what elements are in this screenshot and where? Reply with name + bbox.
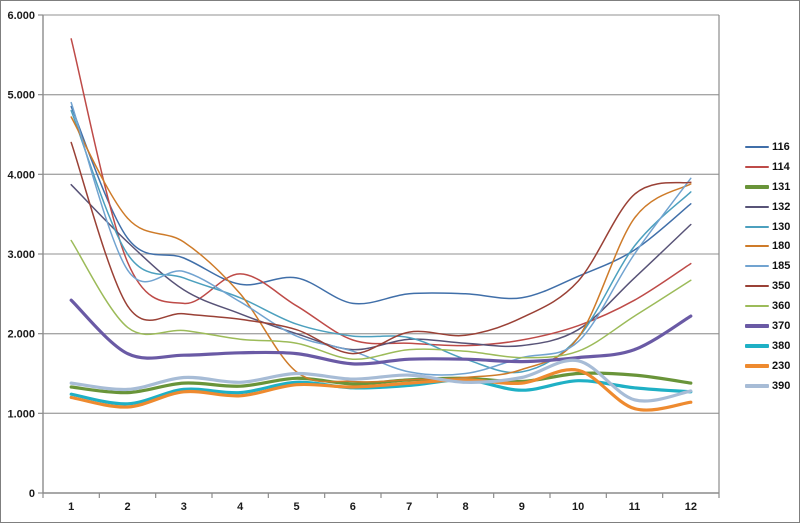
legend-item-116: 116 [745, 137, 790, 157]
legend-swatch-131 [745, 184, 769, 189]
legend-item-230: 230 [745, 356, 790, 376]
chart-legend: 116 114 131 132 130 180 185 350 360 370 380 230 390 [745, 137, 790, 396]
series-line-360 [70, 239, 692, 360]
y-axis-label: 5.000 [7, 90, 35, 102]
series-line-370 [69, 298, 693, 366]
x-axis-label: 1 [68, 501, 74, 513]
series-line-230 [69, 367, 693, 412]
series-line-180 [70, 116, 692, 383]
x-axis-label: 10 [572, 501, 584, 513]
series-line-132 [70, 183, 692, 351]
series-line-116 [70, 105, 692, 305]
legend-label: 114 [772, 160, 790, 173]
legend-swatch-350 [745, 285, 769, 288]
legend-label: 390 [772, 379, 791, 392]
legend-item-185: 185 [745, 256, 790, 276]
series-line-390 [69, 358, 693, 403]
legend-item-360: 360 [745, 296, 790, 316]
y-axis-label: 0 [29, 488, 35, 500]
legend-item-130: 130 [745, 217, 790, 237]
y-axis-label: 2.000 [7, 329, 35, 341]
legend-swatch-230 [745, 363, 769, 368]
y-axis-label: 4.000 [7, 169, 35, 181]
legend-label: 370 [772, 319, 791, 332]
legend-swatch-360 [745, 305, 769, 308]
legend-swatch-185 [745, 265, 769, 268]
legend-item-380: 380 [745, 336, 790, 356]
y-axis-label: 1.000 [7, 408, 35, 420]
series-line-185 [70, 101, 692, 376]
x-axis-label: 7 [406, 501, 412, 513]
x-axis-label: 4 [237, 501, 244, 513]
legend-item-131: 131 [745, 177, 790, 197]
legend-item-390: 390 [745, 376, 790, 396]
y-axis-label: 3.000 [7, 249, 35, 261]
x-axis-label: 8 [462, 501, 468, 513]
x-axis-label: 3 [181, 501, 187, 513]
legend-swatch-114 [745, 165, 769, 168]
x-axis-label: 12 [685, 501, 697, 513]
legend-label: 131 [772, 180, 791, 193]
legend-label: 185 [772, 260, 791, 273]
x-axis-label: 2 [124, 501, 130, 513]
legend-label: 130 [772, 220, 791, 233]
series-line-350 [70, 141, 692, 355]
legend-label: 116 [772, 140, 790, 153]
legend-label: 180 [772, 240, 791, 253]
legend-swatch-130 [745, 225, 769, 228]
legend-swatch-370 [745, 323, 769, 328]
series-line-130 [70, 109, 692, 374]
legend-item-114: 114 [745, 157, 790, 177]
legend-item-350: 350 [745, 276, 790, 296]
legend-label: 350 [772, 280, 791, 293]
legend-label: 360 [772, 300, 791, 313]
legend-item-132: 132 [745, 197, 790, 217]
legend-swatch-380 [745, 343, 769, 348]
x-axis-label: 9 [519, 501, 525, 513]
legend-item-370: 370 [745, 316, 790, 336]
legend-item-180: 180 [745, 236, 790, 256]
x-axis-label: 5 [293, 501, 299, 513]
y-axis-label: 6.000 [7, 10, 35, 22]
legend-swatch-116 [745, 145, 769, 148]
x-axis-label: 11 [629, 501, 641, 513]
legend-swatch-180 [745, 245, 769, 248]
legend-swatch-132 [745, 205, 769, 208]
legend-label: 132 [772, 200, 791, 213]
legend-swatch-390 [745, 383, 769, 388]
x-axis-label: 6 [350, 501, 356, 513]
legend-label: 230 [772, 359, 791, 372]
legend-label: 380 [772, 339, 791, 352]
series-line-380 [69, 378, 693, 406]
